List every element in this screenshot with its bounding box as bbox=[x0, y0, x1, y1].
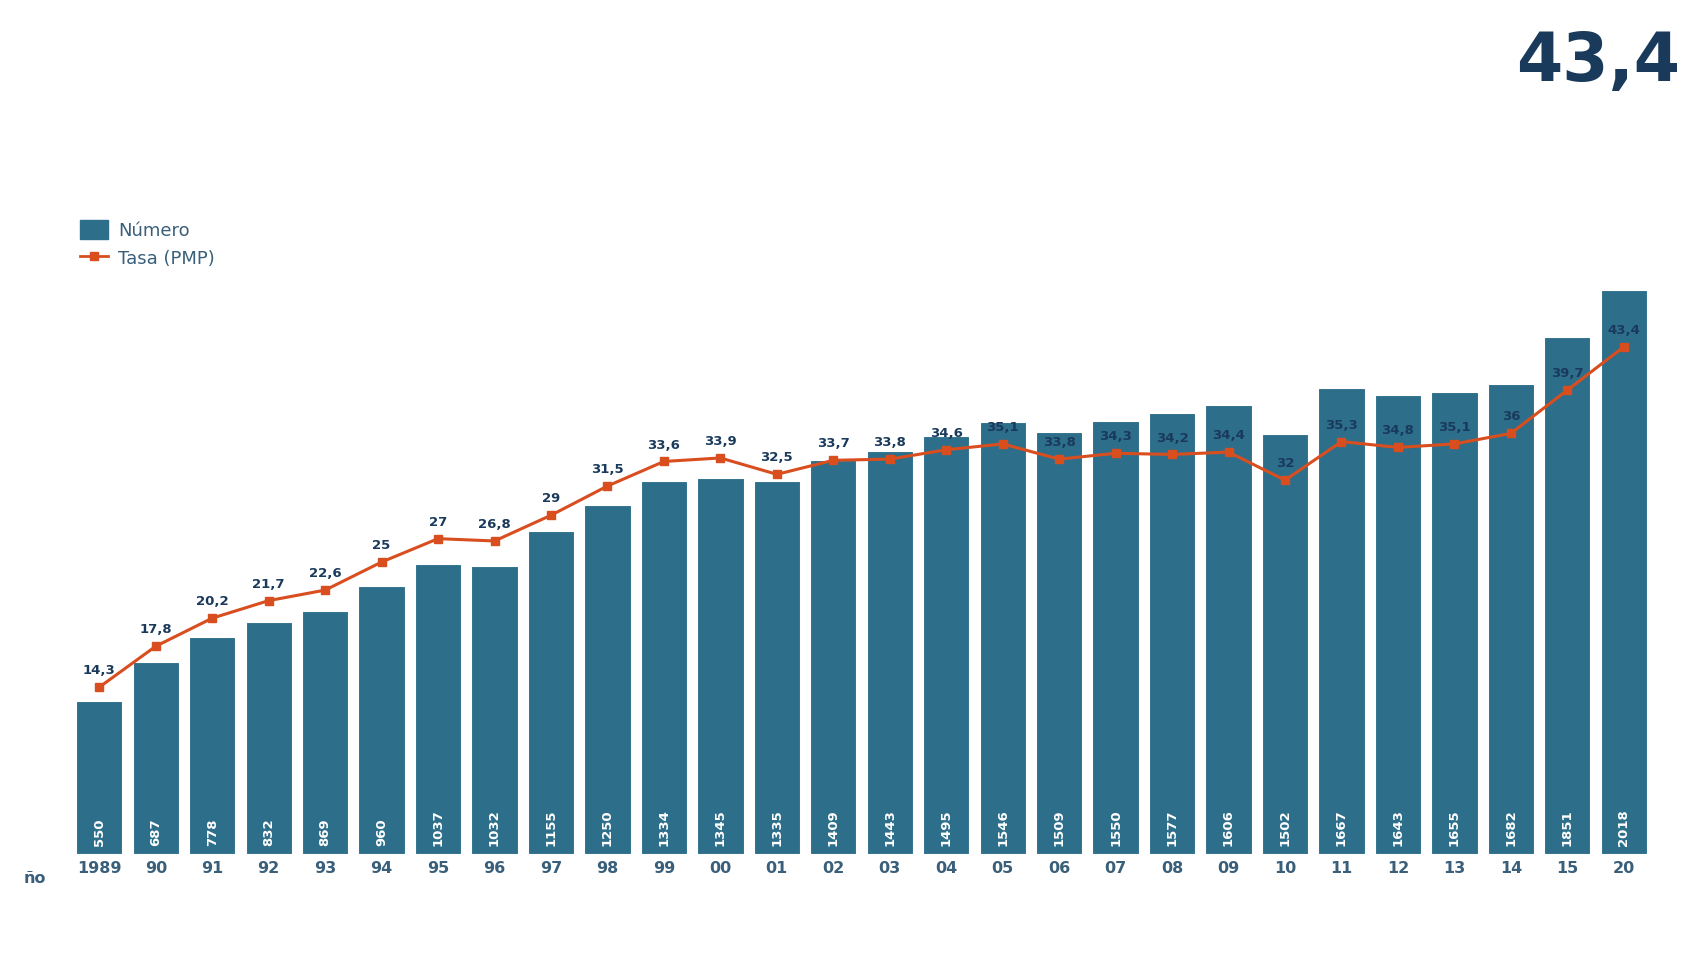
Bar bbox=[358, 586, 404, 854]
Text: 1577: 1577 bbox=[1165, 809, 1178, 846]
Text: 1345: 1345 bbox=[713, 809, 726, 846]
Text: 21,7: 21,7 bbox=[252, 578, 285, 590]
Text: 1546: 1546 bbox=[996, 809, 1009, 846]
Text: 29: 29 bbox=[542, 492, 559, 505]
Text: 1334: 1334 bbox=[656, 809, 670, 846]
Text: 32: 32 bbox=[1275, 457, 1294, 470]
Text: 1443: 1443 bbox=[883, 809, 895, 846]
Text: 687: 687 bbox=[148, 818, 162, 846]
Text: 1550: 1550 bbox=[1108, 809, 1122, 846]
Bar bbox=[1318, 388, 1364, 854]
Text: 1667: 1667 bbox=[1335, 809, 1347, 846]
Text: 778: 778 bbox=[206, 819, 218, 846]
Bar bbox=[77, 701, 123, 854]
Bar bbox=[527, 532, 575, 854]
Bar bbox=[979, 422, 1025, 854]
Text: 1509: 1509 bbox=[1052, 809, 1066, 846]
Text: ño: ño bbox=[24, 872, 46, 886]
Text: 1655: 1655 bbox=[1448, 809, 1459, 846]
Text: 1335: 1335 bbox=[771, 809, 783, 846]
Text: 25: 25 bbox=[372, 540, 390, 552]
Text: 31,5: 31,5 bbox=[592, 463, 624, 476]
Bar bbox=[414, 564, 460, 854]
Bar bbox=[1599, 290, 1645, 854]
Text: 550: 550 bbox=[92, 819, 106, 846]
Text: 34,4: 34,4 bbox=[1211, 429, 1245, 443]
Bar bbox=[302, 612, 348, 854]
Bar bbox=[189, 636, 235, 854]
Bar bbox=[922, 436, 968, 854]
Text: 34,2: 34,2 bbox=[1154, 431, 1188, 444]
Bar bbox=[1035, 432, 1081, 854]
Text: 34,6: 34,6 bbox=[929, 427, 962, 440]
Legend: Número, Tasa (PMP): Número, Tasa (PMP) bbox=[80, 220, 215, 268]
Text: 1851: 1851 bbox=[1560, 809, 1574, 846]
Text: 43,4: 43,4 bbox=[1606, 324, 1639, 337]
Bar bbox=[1147, 414, 1195, 854]
Text: 1502: 1502 bbox=[1277, 809, 1291, 846]
Text: 33,8: 33,8 bbox=[1042, 436, 1074, 449]
Text: 34,3: 34,3 bbox=[1098, 430, 1132, 444]
Text: 22,6: 22,6 bbox=[309, 567, 341, 580]
Bar bbox=[133, 662, 179, 854]
Text: 27: 27 bbox=[428, 516, 447, 529]
Text: 1682: 1682 bbox=[1504, 809, 1516, 846]
Text: 1032: 1032 bbox=[488, 809, 501, 846]
Text: 1495: 1495 bbox=[939, 809, 951, 846]
Bar bbox=[583, 505, 631, 854]
Bar bbox=[810, 461, 856, 854]
Bar bbox=[697, 478, 743, 854]
Text: 1037: 1037 bbox=[431, 809, 445, 846]
Text: 20,2: 20,2 bbox=[196, 595, 228, 609]
Bar bbox=[1543, 337, 1589, 854]
Text: 35,1: 35,1 bbox=[1437, 421, 1470, 434]
Bar bbox=[641, 481, 687, 854]
Text: 869: 869 bbox=[319, 818, 331, 846]
Text: 33,9: 33,9 bbox=[704, 435, 737, 448]
Text: 1155: 1155 bbox=[544, 809, 558, 846]
Text: 2018: 2018 bbox=[1616, 809, 1630, 846]
Text: 17,8: 17,8 bbox=[140, 623, 172, 636]
Bar bbox=[471, 565, 517, 854]
Text: 34,8: 34,8 bbox=[1381, 424, 1413, 438]
Text: 960: 960 bbox=[375, 818, 387, 846]
Bar bbox=[1091, 420, 1139, 854]
Text: 1250: 1250 bbox=[600, 809, 614, 846]
Text: 33,7: 33,7 bbox=[817, 438, 849, 450]
Bar bbox=[1262, 434, 1308, 854]
Text: 35,1: 35,1 bbox=[985, 421, 1018, 434]
Text: 1643: 1643 bbox=[1391, 809, 1403, 846]
Text: 33,8: 33,8 bbox=[873, 436, 905, 449]
Bar bbox=[1487, 384, 1533, 854]
Bar bbox=[754, 481, 800, 854]
Bar bbox=[866, 451, 912, 854]
Text: 32,5: 32,5 bbox=[760, 451, 793, 465]
Bar bbox=[1430, 392, 1477, 854]
Text: 14,3: 14,3 bbox=[84, 664, 116, 677]
Text: 35,3: 35,3 bbox=[1325, 419, 1357, 432]
Text: 39,7: 39,7 bbox=[1550, 367, 1582, 380]
Text: 43,4: 43,4 bbox=[1516, 29, 1679, 95]
Text: 26,8: 26,8 bbox=[477, 518, 510, 531]
Bar bbox=[1374, 395, 1420, 854]
Text: 33,6: 33,6 bbox=[648, 439, 680, 451]
Bar bbox=[1205, 405, 1251, 854]
Bar bbox=[246, 622, 292, 854]
Text: 832: 832 bbox=[263, 818, 275, 846]
Text: 36: 36 bbox=[1500, 411, 1519, 423]
Text: 1606: 1606 bbox=[1221, 809, 1234, 846]
Text: 1409: 1409 bbox=[827, 809, 839, 846]
